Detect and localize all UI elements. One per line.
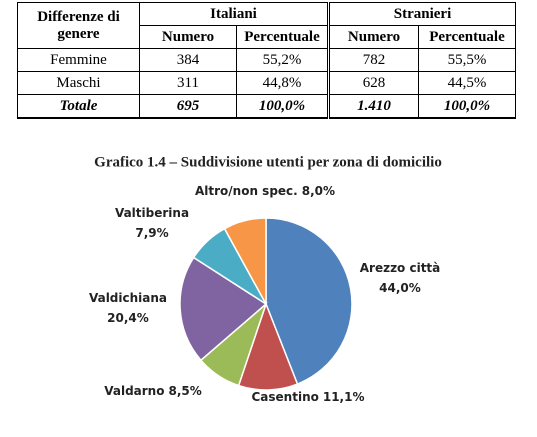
header-cell: Percentuale [418, 25, 516, 49]
category-label: Casentino [251, 390, 318, 404]
slice-label: Arezzo città 44,0% [360, 261, 441, 295]
cell: 311 [139, 71, 237, 95]
chart-title: Grafico 1.4 – Suddivisione utenti per zo… [94, 154, 442, 170]
value-label: 8,0% [302, 184, 335, 198]
value-label: 7,9% [135, 226, 168, 240]
category-label: Altro/non spec. [195, 184, 298, 198]
pie-slice [223, 217, 267, 305]
header-cell: Numero [139, 25, 237, 49]
gender-table: Differenze di genere Italiani Stranieri … [17, 2, 516, 119]
cell: 628 [327, 71, 419, 95]
value-label: 44,0% [379, 281, 421, 295]
value-label: 11,1% [323, 390, 365, 404]
value-label: 8,5% [168, 384, 201, 398]
header-cell: Differenze di genere [17, 2, 140, 49]
cell: 55,2% [236, 48, 329, 72]
cell: 782 [327, 48, 419, 72]
cell: Totale [17, 94, 140, 119]
cell: 55,5% [418, 48, 516, 72]
slice-label: Altro/non spec. 8,0% [195, 184, 335, 198]
cell: 44,8% [236, 71, 329, 95]
slice-label: Valtiberina 7,9% [115, 206, 189, 240]
slice-label: Valdarno 8,5% [104, 384, 202, 398]
pie-slice [179, 256, 268, 362]
value-label: 20,4% [107, 311, 149, 325]
category-label: Valtiberina [115, 206, 189, 220]
cell: 1.410 [327, 94, 419, 119]
category-label: Arezzo città [360, 261, 441, 275]
slice-label: Valdichiana 20,4% [89, 291, 167, 325]
slice-label: Casentino 11,1% [251, 390, 364, 404]
cell: Maschi [17, 71, 140, 95]
header-cell: Stranieri [327, 2, 516, 26]
cell: Femmine [17, 48, 140, 72]
pie-slice [265, 217, 353, 386]
category-label: Valdarno [104, 384, 164, 398]
category-label: Valdichiana [89, 291, 167, 305]
cell: 44,5% [418, 71, 516, 95]
cell: 695 [139, 94, 237, 119]
cell: 100,0% [418, 94, 516, 119]
cell: 100,0% [236, 94, 329, 119]
